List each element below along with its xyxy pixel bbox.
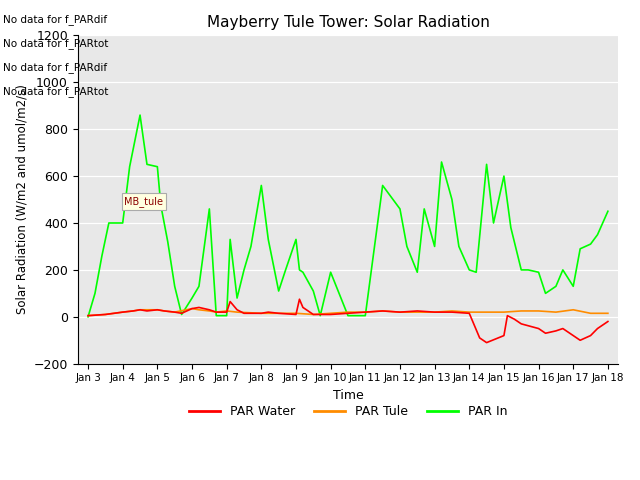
Y-axis label: Solar Radiation (W/m2 and umol/m2/s): Solar Radiation (W/m2 and umol/m2/s) xyxy=(15,84,28,314)
Text: MB_tule: MB_tule xyxy=(124,196,163,207)
Text: No data for f_PARtot: No data for f_PARtot xyxy=(3,38,109,49)
X-axis label: Time: Time xyxy=(333,389,364,402)
Text: No data for f_PARtot: No data for f_PARtot xyxy=(3,86,109,97)
Text: No data for f_PARdif: No data for f_PARdif xyxy=(3,14,108,25)
Text: No data for f_PARdif: No data for f_PARdif xyxy=(3,62,108,73)
Legend: PAR Water, PAR Tule, PAR In: PAR Water, PAR Tule, PAR In xyxy=(184,400,513,423)
Title: Mayberry Tule Tower: Solar Radiation: Mayberry Tule Tower: Solar Radiation xyxy=(207,15,490,30)
